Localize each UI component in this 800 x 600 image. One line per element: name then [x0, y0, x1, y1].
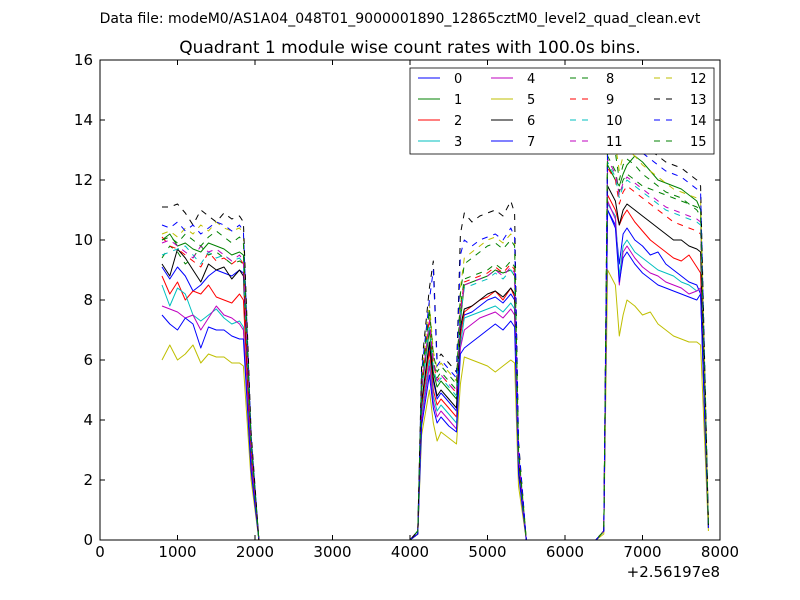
legend-frame [409, 67, 715, 155]
legend-label-2: 2 [454, 114, 462, 129]
y-tick-label: 6 [83, 351, 93, 369]
legend-label-11: 11 [606, 135, 623, 150]
series-line-5 [161, 269, 709, 541]
legend-label-12: 12 [690, 72, 707, 87]
series-line-14 [161, 125, 709, 541]
legend-label-5: 5 [527, 93, 535, 108]
legend-label-9: 9 [606, 93, 614, 108]
series-line-9 [161, 167, 709, 541]
chart-suptitle: Data file: modeM0/AS1A04_048T01_90000018… [100, 11, 701, 27]
series-layer [161, 113, 709, 541]
y-tick-label: 12 [74, 171, 93, 189]
series-line-7 [161, 209, 709, 541]
legend-label-6: 6 [527, 114, 535, 129]
x-tick-label: 3000 [313, 543, 351, 561]
y-tick-label: 2 [83, 471, 93, 489]
legend-label-14: 14 [690, 114, 707, 129]
y-tick-label: 4 [83, 411, 93, 429]
x-tick-label: 0 [95, 543, 105, 561]
legend-label-1: 1 [454, 93, 462, 108]
x-tick-label: 6000 [546, 543, 584, 561]
legend-label-7: 7 [527, 135, 535, 150]
legend-label-13: 13 [690, 93, 707, 108]
legend-label-15: 15 [690, 135, 707, 150]
series-line-8 [161, 155, 709, 541]
series-line-3 [161, 203, 709, 541]
y-tick-label: 10 [74, 231, 93, 249]
x-offset-label: +2.56197e8 [627, 563, 720, 581]
legend-label-10: 10 [606, 114, 623, 129]
y-tick-label: 16 [74, 51, 93, 69]
legend-label-3: 3 [454, 135, 462, 150]
legend-label-8: 8 [606, 72, 614, 87]
series-line-4 [161, 200, 709, 541]
x-tick-label: 8000 [701, 543, 739, 561]
y-tick-label: 14 [74, 111, 93, 129]
x-tick-label: 7000 [623, 543, 661, 561]
x-tick-label: 5000 [468, 543, 506, 561]
y-tick-label: 0 [83, 531, 93, 549]
x-tick-label: 4000 [391, 543, 429, 561]
series-line-13 [162, 113, 709, 541]
x-tick-label: 2000 [236, 543, 274, 561]
series-line-10 [161, 161, 709, 541]
series-line-2 [161, 194, 709, 541]
series-line-1 [161, 155, 709, 541]
legend-label-4: 4 [527, 72, 535, 87]
chart-title: Quadrant 1 module wise count rates with … [179, 38, 640, 58]
x-axis: 0 1000 2000 3000 4000 5000 6000 7000 8000 [95, 60, 739, 561]
series-line-6 [161, 185, 709, 541]
legend-label-0: 0 [454, 72, 462, 87]
x-tick-label: 1000 [158, 543, 196, 561]
series-line-12 [161, 125, 709, 541]
y-tick-label: 8 [83, 291, 93, 309]
series-line-15 [161, 137, 709, 541]
